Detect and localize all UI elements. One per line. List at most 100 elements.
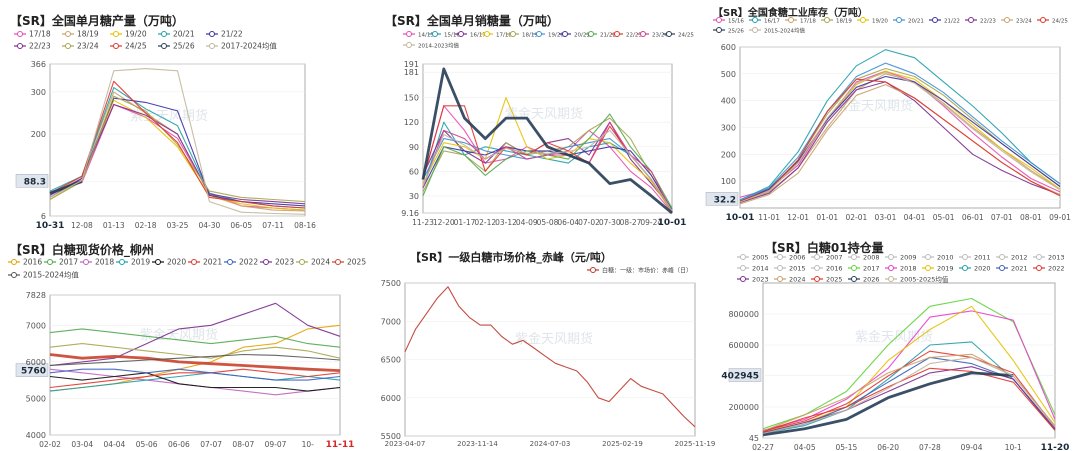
legend-marker bbox=[888, 265, 894, 271]
y-tick-label: 100 bbox=[721, 177, 736, 186]
legend-marker bbox=[666, 31, 672, 37]
legend-label: 18/19 bbox=[836, 19, 852, 25]
x-tick-label: 10-1 bbox=[1005, 443, 1022, 451]
x-tick-label: 04-04 bbox=[104, 440, 126, 449]
watermark-text: 紫金天风期货 bbox=[835, 98, 913, 114]
chart-svg: 白糖：一级：市场价：赤峰（日） 5500 6000 6500 7000 7500 2023-… bbox=[381, 267, 716, 449]
x-tick-label: 10- bbox=[302, 440, 315, 449]
legend-label: 2024 bbox=[311, 258, 330, 267]
x-tick-label: 11-23 bbox=[412, 218, 434, 227]
chart-title: 【SR】白糖现货价格_柳州 bbox=[10, 243, 154, 257]
legend-marker bbox=[860, 17, 866, 23]
y-tick-label: 30 bbox=[409, 192, 419, 201]
legend-marker bbox=[999, 265, 1005, 271]
legend-label: 2018 bbox=[900, 265, 917, 273]
x-tick-label: 07-28 bbox=[919, 443, 941, 451]
x-tick-label-highlight: 10-31 bbox=[36, 221, 65, 231]
x-tick-label: 01-13 bbox=[103, 221, 125, 230]
chart-title: 【SR】全国单月糖产量（万吨） bbox=[10, 14, 184, 28]
legend-label: 2013 bbox=[1048, 254, 1065, 262]
series-line bbox=[739, 73, 1061, 204]
chart-panel-sugar-production: 【SR】全国单月糖产量（万吨） 17/18 18/19 19/20 20/21 21/2… bbox=[0, 0, 360, 235]
x-tick-label: 04-30 bbox=[198, 221, 220, 230]
series-line bbox=[49, 372, 341, 392]
legend-marker bbox=[814, 276, 820, 282]
y-tick-label: 120 bbox=[404, 118, 419, 127]
legend-label: 2017 bbox=[59, 258, 78, 267]
legend-label: 17/18 bbox=[29, 30, 51, 39]
legend-label: 19/20 bbox=[125, 30, 147, 39]
x-tick-label: 12-20 bbox=[433, 218, 455, 227]
legend-label: 2020 bbox=[167, 258, 186, 267]
legend-marker bbox=[716, 27, 722, 33]
legend-label: 16/17 bbox=[470, 33, 486, 39]
legend-marker bbox=[65, 31, 71, 37]
x-tick-label: 03-12 bbox=[495, 218, 517, 227]
legend-label: 2005-2025均值 bbox=[900, 275, 949, 284]
legend-marker bbox=[896, 17, 902, 23]
legend-label: 19/20 bbox=[548, 33, 564, 39]
x-tick-label: 05-08 bbox=[537, 218, 559, 227]
y-tick-label: 6 bbox=[41, 212, 46, 221]
legend-marker bbox=[17, 31, 23, 37]
series-line bbox=[49, 328, 341, 348]
legend-marker bbox=[406, 42, 412, 48]
legend-marker bbox=[113, 43, 119, 49]
legend-label: 2026 bbox=[863, 276, 880, 284]
legend-label: 2021 bbox=[203, 258, 222, 267]
x-tick-label: 04-01 bbox=[904, 213, 926, 222]
legend-label: 2022 bbox=[1048, 265, 1065, 273]
legend-label: 22/23 bbox=[626, 33, 642, 39]
legend-label: 15/16 bbox=[728, 19, 744, 25]
x-tick-label: 06-01 bbox=[962, 213, 984, 222]
series-line bbox=[49, 343, 341, 359]
chart-title: 【SR】全国食糖工业库存（万吨） bbox=[713, 8, 868, 19]
x-tick-label: 02-12 bbox=[474, 218, 496, 227]
series-line bbox=[762, 367, 1056, 433]
series-line bbox=[739, 78, 1061, 202]
series-line bbox=[762, 353, 1056, 432]
legend-marker bbox=[888, 276, 894, 282]
legend-label: 2024 bbox=[789, 276, 806, 284]
x-tick-label: 03-25 bbox=[167, 221, 189, 230]
y-tick-label: 45 bbox=[749, 434, 759, 443]
series-line bbox=[422, 97, 673, 213]
legend-label: 2016 bbox=[826, 265, 843, 273]
legend-label: 2010 bbox=[937, 254, 954, 262]
x-tick-label: 05-15 bbox=[836, 443, 858, 451]
legend-label: 2025 bbox=[826, 276, 843, 284]
plot-area-frame bbox=[762, 282, 1056, 439]
legend-label: 2007 bbox=[826, 254, 843, 262]
y-tick-label: 9.16 bbox=[401, 209, 419, 218]
series-line bbox=[762, 371, 1014, 437]
legend-label: 2019 bbox=[131, 258, 150, 267]
series-line bbox=[739, 49, 1061, 201]
chart-title: 【SR】白糖01持仓量 bbox=[765, 241, 884, 255]
y-tick-label-highlight: 5760 bbox=[21, 367, 46, 377]
legend-marker bbox=[740, 254, 746, 260]
series-line bbox=[49, 368, 341, 381]
y-tick-label: 7000 bbox=[381, 317, 401, 326]
x-tick-label: 2025-11-19 bbox=[675, 440, 716, 448]
watermark-text: 紫金天风期货 bbox=[140, 327, 218, 343]
legend-label: 20/21 bbox=[574, 33, 590, 39]
x-tick-label-highlight: 10-01 bbox=[726, 213, 755, 223]
y-tick-label: 6000 bbox=[381, 394, 401, 403]
legend-label: 2014-2023均值 bbox=[418, 42, 459, 50]
y-value-marker bbox=[705, 192, 739, 206]
legend-label: 2008 bbox=[863, 254, 880, 262]
legend-marker bbox=[925, 254, 931, 260]
y-value-marker bbox=[728, 368, 762, 382]
legend-marker bbox=[851, 276, 857, 282]
series-line bbox=[49, 353, 341, 372]
legend-label: 2023 bbox=[752, 276, 769, 284]
chart-svg: 2005 2006 2007 2008 2009 2010 2011 2012 2013 2014… bbox=[721, 254, 1069, 451]
legend-marker bbox=[335, 259, 341, 265]
y-tick-label-highlight: 32.2 bbox=[714, 195, 736, 205]
x-tick-label: 02-27 bbox=[752, 443, 774, 451]
y-tick-label: 5500 bbox=[381, 432, 401, 441]
legend-label: 2015-2024均值 bbox=[23, 270, 79, 280]
x-tick-label: 06-05 bbox=[230, 221, 252, 230]
y-tick-label: 7828 bbox=[26, 291, 46, 300]
y-tick-label: 90 bbox=[409, 143, 419, 152]
